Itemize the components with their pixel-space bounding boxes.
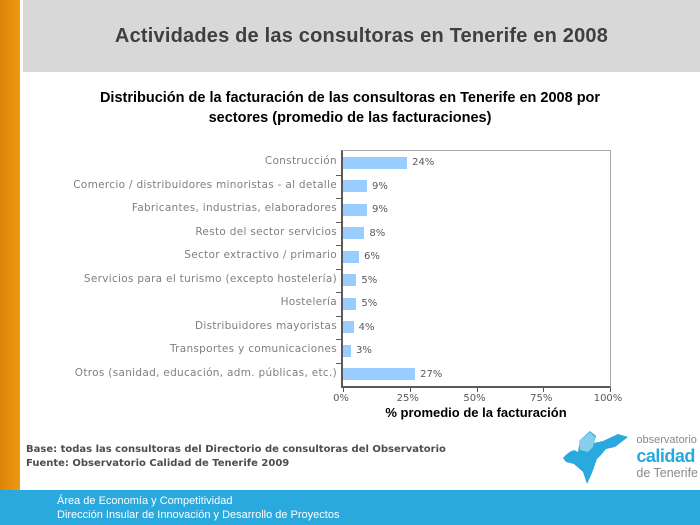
left-accent-bar (0, 0, 20, 490)
bar (343, 297, 357, 310)
footer-bar: Área de Economía y Competitividad Direcc… (0, 490, 700, 525)
value-label: 24% (412, 157, 435, 168)
category-label: Comercio / distribuidores minoristas - a… (73, 178, 337, 191)
bar-chart: Construcción Comercio / distribuidores mi… (0, 150, 700, 425)
footnote: Base: todas las consultoras del Director… (26, 443, 446, 470)
y-axis-tick (336, 198, 341, 199)
value-label: 5% (361, 298, 378, 309)
logo-de-tenerife: de Tenerife (636, 465, 698, 480)
bar (343, 180, 368, 193)
footer-line-2: Dirección Insular de Innovación y Desarr… (57, 509, 340, 521)
x-axis-tick (343, 388, 344, 392)
y-axis-tick (336, 339, 341, 340)
value-label: 4% (358, 321, 375, 333)
category-label: Resto del sector servicios (195, 225, 337, 238)
chart-title: Distribución de la facturación de las co… (30, 88, 670, 128)
category-label: Sector extractivo / primario (184, 249, 337, 261)
y-axis-tick (336, 174, 341, 176)
x-axis-tick (476, 388, 478, 392)
value-label: 5% (361, 274, 378, 286)
category-label: Hostelería (280, 296, 337, 308)
value-label: 8% (369, 227, 386, 239)
x-tick-label: 100% (593, 393, 623, 404)
bar (343, 368, 416, 381)
x-axis-tick (543, 388, 545, 392)
x-tick-label: 0% (333, 393, 349, 404)
value-label: 3% (356, 345, 372, 356)
bar (343, 227, 365, 240)
y-axis-tick (336, 245, 341, 246)
tenerife-island-icon (563, 431, 629, 484)
value-label: 9% (372, 180, 388, 192)
x-tick-label: 50% (463, 393, 486, 404)
footnote-fuente: Fuente: Observatorio Calidad de Tenerife… (26, 457, 290, 469)
x-axis-tick (610, 388, 611, 392)
category-label: Servicios para el turismo (excepto hoste… (83, 272, 337, 285)
value-label: 9% (372, 204, 388, 215)
bar (343, 250, 360, 263)
x-tick-label: 75% (530, 393, 553, 404)
value-label: 6% (364, 251, 380, 262)
y-axis-tick (336, 315, 341, 317)
footer-line-1: Área de Economía y Competitividad (57, 495, 233, 507)
x-axis-label: % promedio de la facturación (385, 405, 567, 420)
slide-header: Actividades de las consultoras en Teneri… (23, 0, 700, 72)
category-label: Construcción (264, 155, 337, 167)
footnote-base: Base: todas las consultoras del Director… (26, 444, 446, 455)
bar (343, 344, 351, 357)
logo-text: observatorio calidad de Tenerife (636, 433, 698, 480)
y-axis-tick (336, 362, 341, 364)
observatorio-logo: observatorio calidad de Tenerife (558, 426, 698, 488)
x-axis-tick (409, 388, 411, 392)
chart-title-line-1: Distribución de la facturación de las co… (99, 90, 601, 106)
bar (343, 156, 408, 169)
bar (343, 203, 368, 216)
x-tick-label: 25% (396, 393, 419, 404)
slide-title: Actividades de las consultoras en Teneri… (114, 24, 609, 47)
logo-observatorio: observatorio (636, 433, 697, 446)
category-label: Transportes y comunicaciones (169, 343, 337, 355)
category-label: Distribuidores mayoristas (194, 319, 337, 332)
bar (343, 274, 357, 287)
plot-area: 24% 9% 9% 8% 6% 5% 5% 4% 3% 27% (336, 150, 611, 392)
y-axis-tick (336, 292, 341, 293)
y-axis-tick (336, 221, 341, 223)
category-label: Fabricantes, industrias, elaboradores (131, 202, 337, 214)
logo-calidad: calidad (636, 445, 695, 466)
category-label: Otros (sanidad, educación, adm. públicas… (74, 366, 337, 379)
value-label: 27% (420, 368, 443, 380)
y-axis-tick (336, 268, 341, 270)
bar (343, 321, 354, 334)
chart-title-line-2: sectores (promedio de las facturaciones) (208, 110, 492, 126)
